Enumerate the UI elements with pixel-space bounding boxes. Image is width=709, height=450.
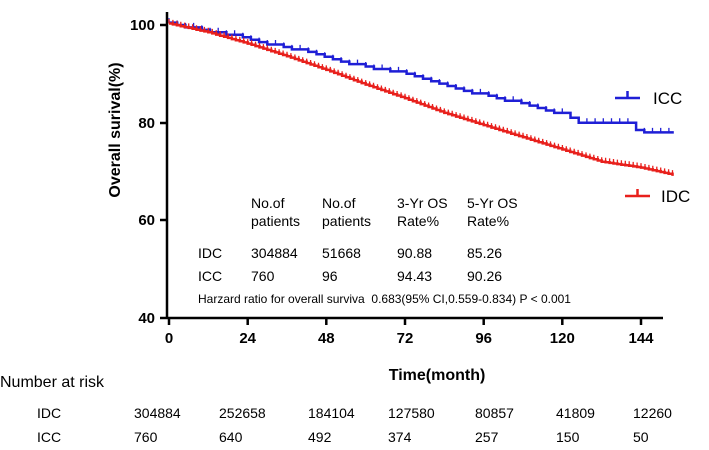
risk-row-label: IDC xyxy=(37,405,61,421)
risk-cell: 492 xyxy=(308,429,332,445)
risk-cell: 760 xyxy=(134,429,158,445)
y-tick-label: 40 xyxy=(138,310,155,327)
risk-cell: 41809 xyxy=(556,405,595,421)
risk-cell: 257 xyxy=(475,429,499,445)
inset-header-cell: 3-Yr OS xyxy=(397,195,448,211)
y-tick-label: 60 xyxy=(138,212,155,229)
risk-cell: 150 xyxy=(556,429,580,445)
inset-cell: 85.26 xyxy=(467,245,502,261)
risk-cell: 80857 xyxy=(475,405,514,421)
x-tick-label: 48 xyxy=(318,330,335,347)
inset-cell: 94.43 xyxy=(397,268,432,284)
legend-symbol-idc xyxy=(625,189,650,196)
inset-header-cell: patients xyxy=(322,213,371,229)
inset-header-cell: patients xyxy=(251,213,300,229)
inset-row-label: IDC xyxy=(198,245,222,261)
risk-cell: 184104 xyxy=(308,405,355,421)
survival-chart: 100 80 60 40 0 24 48 72 96 120 144 Overa… xyxy=(0,0,709,450)
inset-header-cell: Rate% xyxy=(467,213,509,229)
legend-symbol-icc xyxy=(615,91,640,98)
series-layer xyxy=(169,18,674,175)
x-tick-label: 0 xyxy=(165,330,173,347)
inset-cell: 760 xyxy=(251,268,275,284)
inset-cell: 96 xyxy=(322,268,338,284)
x-tick-label: 144 xyxy=(628,330,654,347)
y-ticks: 100 80 60 40 xyxy=(130,17,167,327)
series-line-idc xyxy=(169,24,674,175)
inset-row-label: ICC xyxy=(198,268,222,284)
inset-cell: 90.26 xyxy=(467,268,502,284)
risk-cell: 50 xyxy=(633,429,649,445)
risk-cell: 127580 xyxy=(388,405,435,421)
series-line-icc xyxy=(169,23,674,133)
legend-label-idc: IDC xyxy=(661,187,690,206)
x-tick-label: 120 xyxy=(550,330,575,347)
inset-cell: 304884 xyxy=(251,245,298,261)
inset-table: No.of No.of 3-Yr OS 5-Yr OS patients pat… xyxy=(198,195,571,306)
inset-cell: 90.88 xyxy=(397,245,432,261)
x-tick-label: 96 xyxy=(475,330,492,347)
inset-header-cell: Rate% xyxy=(397,213,439,229)
x-axis-title: Time(month) xyxy=(389,367,486,384)
inset-header-cell: 5-Yr OS xyxy=(467,195,518,211)
y-tick-label: 80 xyxy=(138,115,155,132)
y-tick-label: 100 xyxy=(130,17,155,34)
x-tick-label: 24 xyxy=(239,330,256,347)
risk-cell: 304884 xyxy=(134,405,181,421)
inset-header-cell: No.of xyxy=(322,195,356,211)
risk-row-label: ICC xyxy=(37,429,61,445)
risk-cell: 252658 xyxy=(219,405,266,421)
risk-table-title: Number at risk xyxy=(0,374,105,391)
legend: ICC IDC xyxy=(615,89,690,206)
risk-cell: 374 xyxy=(388,429,412,445)
y-axis-title: Overall surival(%) xyxy=(107,62,124,197)
inset-cell: 51668 xyxy=(322,245,361,261)
inset-header-cell: No.of xyxy=(251,195,285,211)
hazard-ratio-text: Harzard ratio for overall surviva 0.683(… xyxy=(198,292,571,306)
risk-table: Number at risk IDC 304884 252658 184104 … xyxy=(0,374,672,445)
x-tick-label: 72 xyxy=(397,330,414,347)
legend-label-icc: ICC xyxy=(653,89,682,108)
risk-cell: 640 xyxy=(219,429,243,445)
x-ticks: 0 24 48 72 96 120 144 xyxy=(165,318,654,347)
risk-cell: 12260 xyxy=(633,405,672,421)
